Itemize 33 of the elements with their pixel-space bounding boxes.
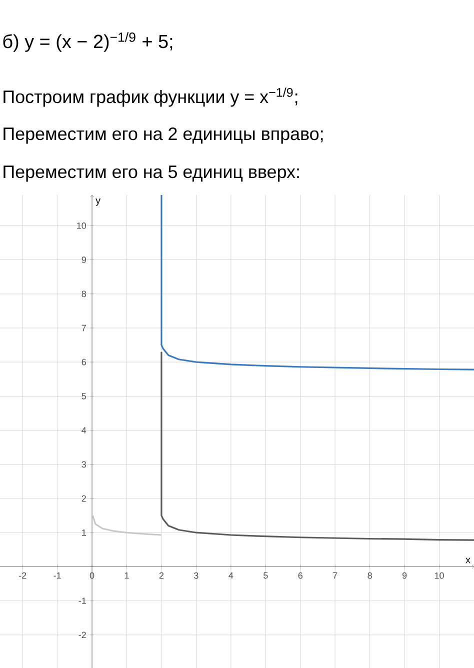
chart-title: б) y = (x − 2)$^{−1/9}$ + 5; [3,32,172,52]
y-tick-label: -1 [78,598,86,604]
x-tick-label: -1 [54,572,61,579]
y-tick-label: -2 [78,632,86,638]
y-tick-label: 1 [82,530,86,536]
text: Построим график функции y = x$^{−1/9}$; [4,88,298,107]
y-tick-label: 7 [82,324,86,332]
x-tick-label: 7 [333,572,338,579]
x-tick-label: 3 [194,572,198,579]
y-tick-label: 8 [82,290,86,298]
line-series [92,514,162,536]
x-axis-title: x [466,558,470,564]
x-tick-label: -2 [18,572,26,579]
x-tick-label: 0 [90,572,94,579]
x-tick-label: 9 [402,572,407,579]
y-tick-label: 2 [82,495,86,502]
text: Переместим его на 5 единиц вверх: [4,166,299,182]
x-tick-label: 5 [264,572,268,579]
y-tick-label: 5 [82,393,86,400]
y-tick-label: 6 [82,358,86,366]
x-tick-label: 4 [228,572,234,579]
line-series [160,194,474,370]
x-tick-label: 10 [434,572,444,579]
y-tick-label: 4 [82,427,86,434]
x-tick-label: 1 [124,572,129,579]
y-axis-title: y [96,198,101,206]
x-tick-label: 6 [298,572,302,579]
y-tick-label: 3 [82,461,86,468]
y-tick-label: 10 [77,222,86,229]
y-tick-label: 9 [82,256,86,263]
x-tick-label: 2 [159,572,164,579]
x-tick-label: 8 [368,572,372,579]
text: Переместим его на 2 единицы вправо; [4,127,323,144]
